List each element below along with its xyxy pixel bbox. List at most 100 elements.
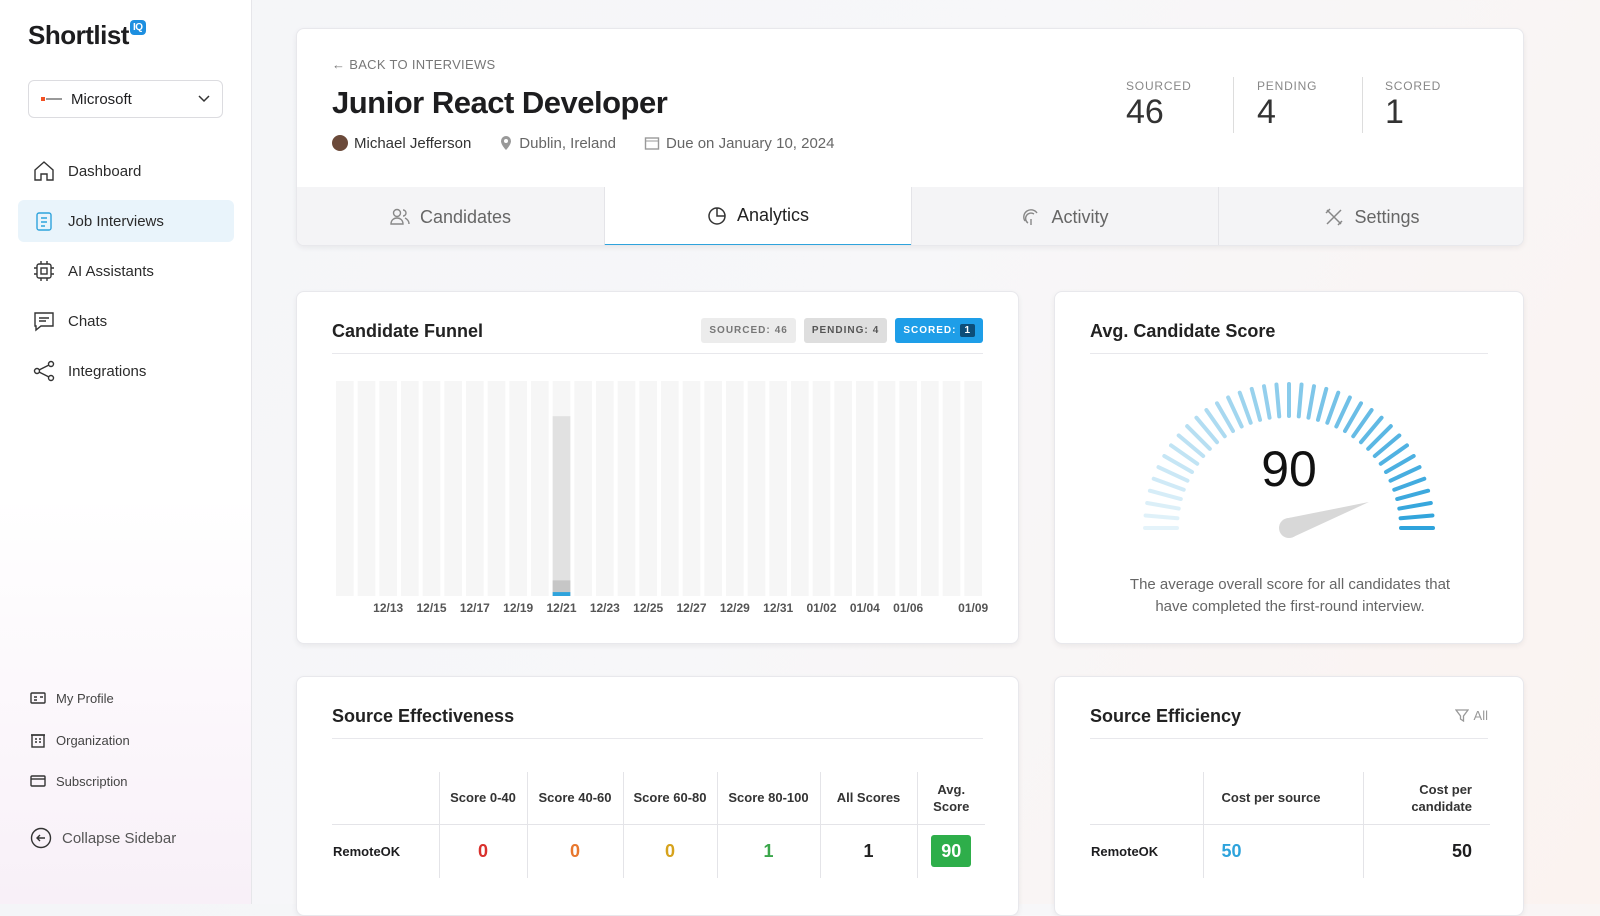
back-link[interactable]: ← BACK TO INTERVIEWS — [332, 57, 496, 72]
x-tick-label: 12/29 — [720, 601, 750, 615]
gauge-tick — [1383, 454, 1416, 474]
gauge-tick — [1372, 433, 1402, 459]
footer-link[interactable]: Subscription — [30, 773, 128, 789]
nav-item[interactable]: Job Interviews — [18, 200, 234, 242]
value-cell: 0 — [438, 823, 527, 878]
footer-icon — [30, 692, 46, 704]
bar-track — [791, 381, 809, 596]
collapse-icon — [30, 827, 52, 849]
footer-link[interactable]: My Profile — [30, 690, 114, 706]
nav-item[interactable]: Chats — [18, 300, 234, 342]
org-name: Microsoft — [71, 90, 132, 108]
footer-icon — [30, 775, 46, 787]
card-title: Source Effectiveness — [332, 706, 515, 726]
gauge-tick — [1398, 513, 1435, 521]
logo-text: Shortlist — [28, 20, 129, 50]
source-cell: RemoteOK — [332, 823, 439, 878]
footer-icon — [31, 734, 45, 748]
logo[interactable]: Shortlist IQ — [28, 20, 146, 51]
filter-icon — [1454, 709, 1469, 723]
header-cell — [332, 772, 439, 824]
tab[interactable]: Settings — [1218, 187, 1523, 245]
gauge-tick — [1147, 488, 1183, 502]
gauge-tick — [1237, 390, 1253, 425]
tab-icon — [1023, 209, 1039, 225]
x-tick-label: 01/06 — [893, 601, 923, 615]
stat: SOURCED 46 — [1126, 79, 1192, 132]
nav-item[interactable]: Dashboard — [18, 150, 234, 192]
meta-due: Due on January 10, 2024 — [644, 135, 835, 152]
value-cell: 0 — [526, 823, 623, 878]
gauge-tick — [1226, 395, 1244, 429]
gauge-tick — [1315, 386, 1329, 422]
tab-label: Analytics — [736, 205, 810, 225]
gauge-tick — [1274, 382, 1282, 419]
x-tick-label: 12/15 — [416, 601, 446, 615]
value-cell: 50 — [1362, 823, 1490, 878]
meta-location: Dublin, Ireland — [499, 135, 616, 152]
legend-item[interactable]: SOURCED: 46 — [701, 318, 796, 343]
org-select[interactable]: Microsoft — [28, 80, 223, 118]
bar-track — [357, 381, 376, 596]
value-cell: 90 — [916, 823, 985, 878]
score-card: Avg. Candidate Score 90 The average over… — [1054, 291, 1524, 644]
legend-item[interactable]: SCORED: 1 — [895, 318, 983, 343]
footer-link[interactable]: Organization — [30, 732, 130, 748]
legend-label: SOURCED: — [709, 325, 771, 336]
bar — [552, 416, 571, 596]
source-cell: RemoteOK — [1090, 823, 1203, 878]
x-tick-label: 12/23 — [590, 601, 620, 615]
tab-icon — [1325, 208, 1343, 226]
bar-track — [379, 381, 397, 596]
back-text: BACK TO INTERVIEWS — [349, 57, 496, 72]
gauge-tick — [1185, 424, 1212, 451]
bar-track — [336, 381, 354, 596]
filter[interactable]: All — [1454, 708, 1488, 723]
nav-item[interactable]: Integrations — [18, 350, 234, 392]
nav-icon — [33, 360, 55, 382]
legend-item[interactable]: PENDING: 4 — [803, 318, 888, 343]
bar — [552, 592, 571, 596]
collapse-button[interactable]: Collapse Sidebar — [30, 827, 176, 849]
bar-track — [444, 381, 462, 596]
gauge-tick — [1162, 454, 1195, 474]
x-tick-label: 12/19 — [503, 601, 533, 615]
nav-item[interactable]: AI Assistants — [18, 250, 234, 292]
legend-label: SCORED: — [903, 325, 957, 336]
header-row: Cost per source Cost per candidate — [1090, 772, 1490, 824]
nav-label: AI Assistants — [68, 262, 154, 280]
tab[interactable]: Activity — [911, 187, 1218, 245]
tab[interactable]: Candidates — [297, 187, 604, 245]
stat-label: SCORED — [1385, 79, 1442, 93]
person-name: Michael Jefferson — [354, 135, 472, 152]
gauge-tick — [1397, 500, 1433, 511]
score-pill: 90 — [931, 834, 972, 867]
gauge-tick — [1392, 476, 1427, 492]
bar-track — [704, 381, 722, 596]
tab-label: Settings — [1354, 206, 1420, 227]
stat-label: PENDING — [1257, 79, 1318, 93]
gauge-tick — [1366, 424, 1393, 451]
gauge-tick — [1176, 433, 1206, 459]
bar-track — [856, 381, 874, 596]
logo-badge: IQ — [129, 20, 146, 35]
bar-track — [487, 381, 506, 596]
nav-icon — [34, 161, 54, 181]
avatar — [332, 135, 348, 151]
header-cell: Score 60-80 — [622, 772, 717, 824]
efficiency-table: Cost per source Cost per candidate Remot… — [1090, 772, 1490, 878]
org-icon — [41, 97, 62, 101]
divider — [1090, 353, 1488, 354]
pin-icon — [501, 136, 512, 150]
filter-label: All — [1473, 708, 1488, 723]
gauge-tick — [1351, 408, 1374, 439]
divider — [1362, 77, 1363, 133]
value-cell: 1 — [819, 823, 917, 878]
tab[interactable]: Analytics — [604, 187, 911, 245]
effectiveness-card: Source Effectiveness Score 0-40 Score 40… — [296, 676, 1019, 916]
bar-track — [661, 381, 679, 596]
gauge-description: The average overall score for all candid… — [1129, 576, 1451, 615]
nav-icon — [34, 312, 54, 332]
stat-value: 4 — [1257, 93, 1276, 131]
